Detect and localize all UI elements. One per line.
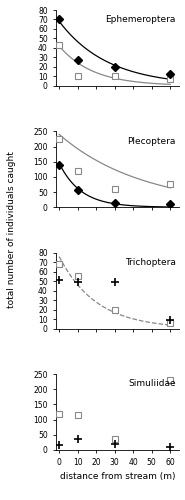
Text: Plecoptera: Plecoptera [127,136,176,145]
Text: Trichoptera: Trichoptera [125,258,176,267]
Text: Ephemeroptera: Ephemeroptera [105,16,176,24]
X-axis label: distance from stream (m): distance from stream (m) [60,472,175,481]
Text: Simuliidae: Simuliidae [128,380,176,388]
Text: total number of individuals caught: total number of individuals caught [7,152,16,308]
